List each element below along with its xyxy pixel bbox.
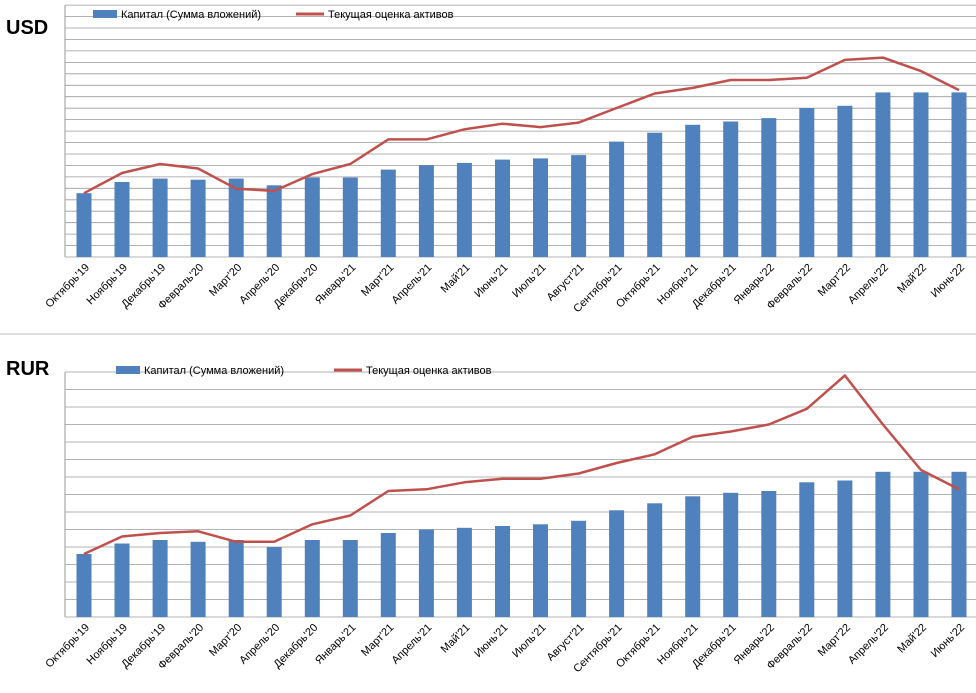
bar (115, 544, 130, 618)
legend-label-bar: Капитал (Сумма вложений) (121, 9, 261, 21)
bar (609, 142, 624, 257)
x-tick-label: Март'20 (207, 622, 244, 659)
legend-swatch-bar (116, 366, 140, 374)
x-tick-label: Июль'21 (510, 622, 548, 660)
bar (77, 554, 92, 617)
x-tick-label: Апрель'21 (390, 262, 435, 307)
legend-label-line: Текущая оценка активов (366, 365, 492, 377)
bar (267, 185, 282, 257)
bar (837, 481, 852, 618)
bar (875, 92, 890, 257)
bar (229, 540, 244, 617)
x-tick-label: Март'22 (816, 262, 853, 299)
bar (761, 118, 776, 257)
chart-usd: USD Капитал (Сумма вложений) Текущая оценк… (6, 5, 976, 315)
x-tick-label: Март'20 (207, 262, 244, 299)
bar (837, 106, 852, 257)
x-tick-label: Октябрь'19 (43, 622, 92, 671)
bar (153, 179, 168, 257)
x-tick-label: Апрель'22 (846, 622, 891, 667)
bar (533, 524, 548, 617)
bar (571, 521, 586, 617)
bar (723, 122, 738, 258)
bar (457, 163, 472, 257)
x-tick-label: Июнь'22 (929, 262, 967, 300)
bar (305, 540, 320, 617)
bar (723, 493, 738, 617)
x-tick-label: Май'22 (895, 622, 929, 656)
x-tick-label: Июль'21 (510, 262, 548, 300)
bar (685, 496, 700, 617)
x-tick-label: Март'21 (359, 262, 396, 299)
bar (229, 179, 244, 257)
bar (609, 510, 624, 617)
legend-label-line: Текущая оценка активов (328, 9, 454, 21)
bar (952, 472, 967, 617)
bar (495, 526, 510, 617)
bar (191, 542, 206, 617)
bar (305, 178, 320, 258)
bar (761, 491, 776, 617)
x-tick-label: Июнь'22 (929, 622, 967, 660)
chart-rur: RUR Капитал (Сумма вложений) Текущая оценк… (6, 358, 976, 675)
bar (191, 180, 206, 257)
bar (419, 530, 434, 618)
bar (115, 182, 130, 257)
bar (267, 547, 282, 617)
bar (343, 540, 358, 617)
bar (77, 193, 92, 257)
x-tick-label: Май'21 (439, 262, 473, 296)
bar (457, 528, 472, 617)
bar (685, 125, 700, 257)
x-tick-label: Январь'21 (313, 262, 358, 307)
bar (343, 178, 358, 258)
bar (799, 108, 814, 257)
bar (419, 165, 434, 257)
bar (875, 472, 890, 617)
bar (153, 540, 168, 617)
x-tick-label: Май'21 (439, 622, 473, 656)
x-tick-label: Январь'21 (313, 622, 358, 667)
bar (647, 133, 662, 257)
x-tick-label: Апрель'21 (390, 622, 435, 667)
bar (571, 155, 586, 257)
x-tick-label: Май'22 (895, 262, 929, 296)
x-tick-label: Март'21 (359, 622, 396, 659)
bar (914, 472, 929, 617)
bar (381, 170, 396, 257)
bar (799, 482, 814, 617)
chart-title: USD (6, 17, 48, 39)
bar (952, 92, 967, 257)
chart-title: RUR (6, 358, 50, 380)
x-tick-label: Апрель'22 (846, 262, 891, 307)
bar (533, 158, 548, 257)
bar (914, 92, 929, 257)
x-tick-label: Март'22 (816, 622, 853, 659)
x-tick-label: Июнь'21 (472, 622, 510, 660)
legend-label-bar: Капитал (Сумма вложений) (144, 365, 284, 377)
bar (495, 160, 510, 257)
x-tick-label: Июнь'21 (472, 262, 510, 300)
series-line (84, 58, 959, 194)
x-tick-label: Октябрь'19 (43, 262, 92, 311)
legend-swatch-bar (93, 10, 117, 18)
series-line (84, 376, 959, 555)
bar (647, 503, 662, 617)
bar (381, 533, 396, 617)
